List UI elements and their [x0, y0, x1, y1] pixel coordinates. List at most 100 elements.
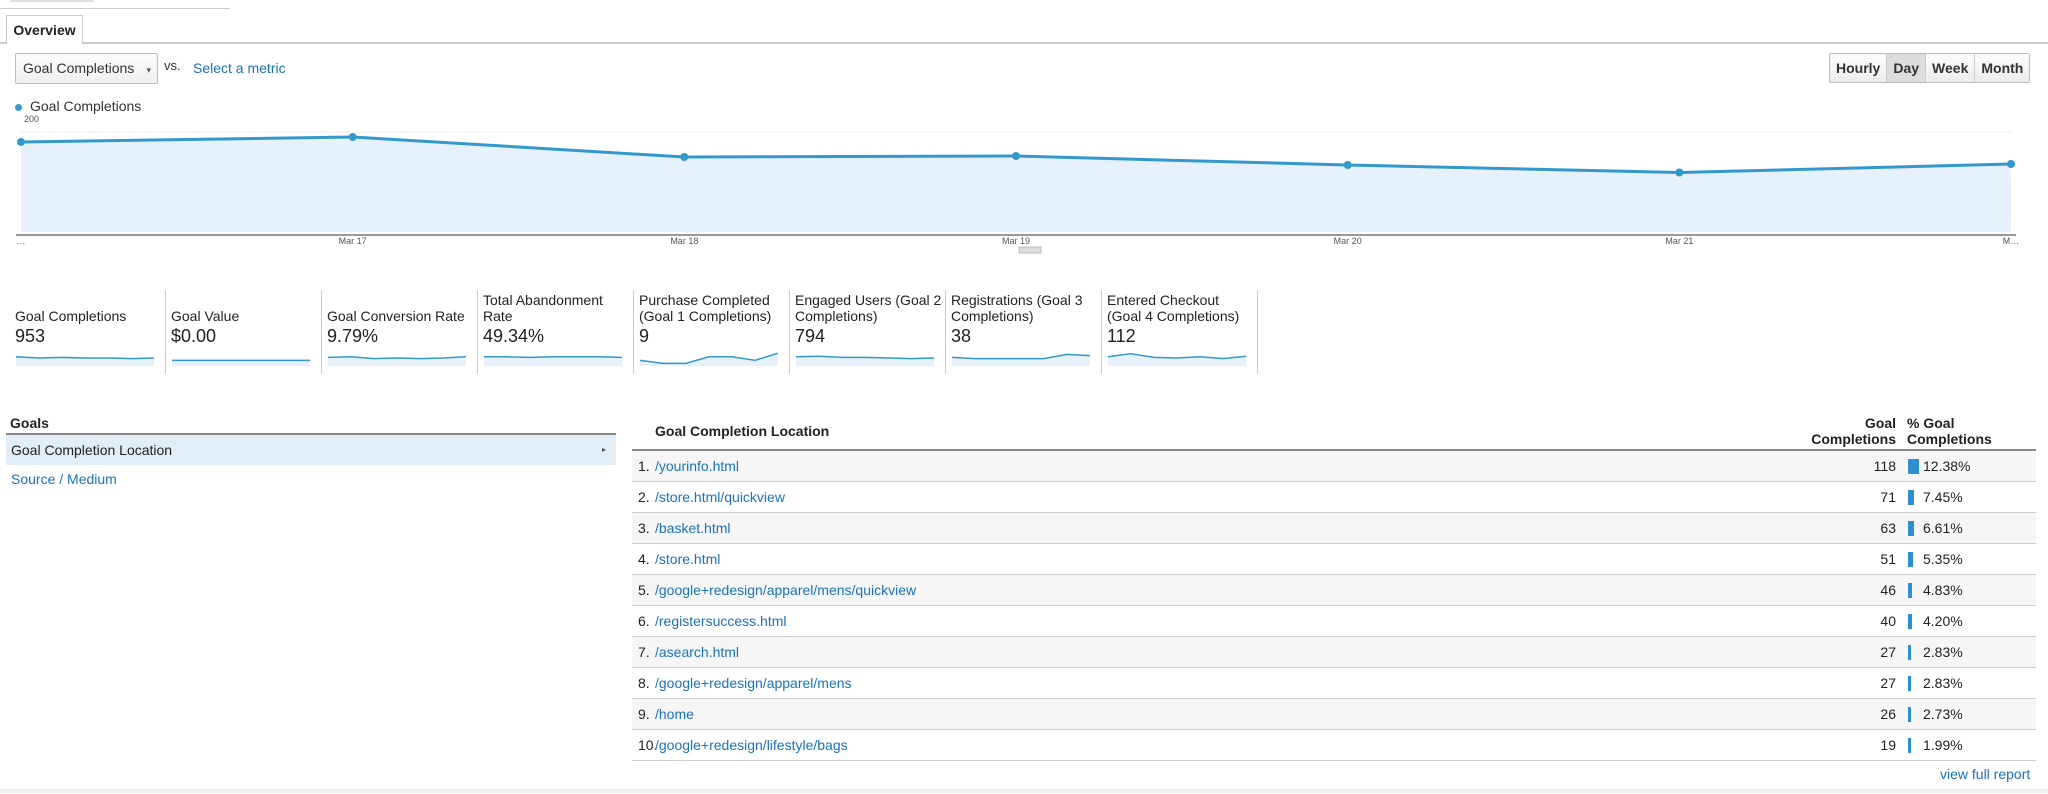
goal-completions-value: 26 [1880, 706, 1896, 722]
percent-value: 4.20% [1923, 613, 1963, 629]
vs-label: vs. [164, 58, 181, 73]
scorecard-value: 112 [1107, 326, 1136, 346]
row-index: 4. [638, 551, 650, 567]
row-index: 7. [638, 644, 650, 660]
legend-dot-icon [15, 104, 22, 111]
row-index: 9. [638, 706, 650, 722]
scorecard-label: Goal Conversion Rate [327, 308, 465, 324]
page-path-link[interactable]: /yourinfo.html [655, 458, 740, 474]
percent-bar [1908, 521, 1914, 536]
goals-item-label: Goal Completion Location [11, 442, 173, 458]
goal-completions-value: 51 [1880, 551, 1896, 567]
month-button[interactable]: Month [1974, 54, 2030, 82]
sparkline [172, 359, 310, 366]
sparkline [951, 353, 1091, 366]
metric-dropdown[interactable]: Goal Completions ▾ [15, 53, 158, 84]
sparkline-area [952, 354, 1090, 366]
sparkline [639, 352, 779, 366]
sparkline-area [172, 360, 310, 366]
percent-bar [1908, 614, 1912, 629]
x-tick-label: Mar 20 [1334, 236, 1362, 246]
page-path-link[interactable]: /basket.html [655, 520, 731, 536]
goal-completions-value: 46 [1880, 582, 1896, 598]
sparkline-area [16, 356, 154, 366]
percent-bar [1908, 552, 1913, 567]
table-row: 1. /yourinfo.html 118 12.38% [632, 451, 2036, 482]
page-path-link[interactable]: /registersuccess.html [655, 613, 787, 629]
sparkline-line [15, 356, 155, 360]
view-full-report-link[interactable]: view full report [1940, 766, 2031, 782]
scorecard-label: Registrations (Goal 3 Completions) [951, 292, 1083, 324]
sparkline-line [1107, 353, 1247, 360]
goal-completions-value: 71 [1880, 489, 1896, 505]
goals-item-source-medium[interactable]: Source / Medium [11, 471, 117, 487]
sparkline-line [484, 356, 623, 359]
table-row: 8. /google+redesign/apparel/mens 27 2.83% [632, 668, 2036, 699]
goal-completions-value: 27 [1880, 644, 1896, 660]
row-index: 6. [638, 613, 650, 629]
scorecard-label: Total Abandonment Rate [483, 292, 603, 324]
sparkline-area [640, 353, 778, 366]
percent-bar [1908, 645, 1911, 660]
granularity-toggle: Hourly Day Week Month [1829, 53, 2031, 83]
page-path-link[interactable]: /google+redesign/apparel/mens [655, 675, 852, 691]
goals-item-completion-location[interactable]: Goal Completion Location ▸ [6, 435, 616, 465]
scorecard[interactable]: Goal Conversion Rate 9.79% [322, 290, 478, 374]
x-tick-label: M… [2003, 236, 2020, 246]
page-path-link[interactable]: /store.html [655, 551, 721, 567]
data-point [1012, 152, 1020, 160]
page-path-link[interactable]: /store.html/quickview [655, 489, 785, 505]
tab-overview[interactable]: Overview [6, 15, 83, 44]
y-tick-label: 200 [24, 114, 39, 124]
legend-label: Goal Completions [30, 98, 142, 114]
percent-value: 1.99% [1923, 737, 1963, 753]
scorecard[interactable]: Total Abandonment Rate 49.34% [478, 290, 634, 374]
table-row: 5. /google+redesign/apparel/mens/quickvie… [632, 575, 2036, 606]
hourly-button[interactable]: Hourly [1830, 54, 1887, 82]
data-point [1675, 168, 1684, 177]
x-tick-label: Mar 21 [1665, 236, 1693, 246]
sparkline-area [1108, 353, 1246, 366]
sparkline-line [639, 352, 779, 365]
sparkline-area [328, 356, 466, 366]
table-row: 9. /home 26 2.73% [632, 699, 2036, 730]
page-path-link[interactable]: /home [655, 706, 694, 722]
day-button[interactable]: Day [1886, 54, 1926, 82]
tab-bar-line [0, 42, 2048, 44]
scorecard[interactable]: Registrations (Goal 3 Completions) 38 [946, 290, 1102, 374]
table-header-divider [632, 449, 2036, 451]
scorecard[interactable]: Entered Checkout (Goal 4 Completions) 112 [1102, 290, 1258, 374]
scorecard[interactable]: Goal Completions 953 [10, 290, 166, 374]
data-point [2007, 160, 2015, 168]
table-title: Goal Completion Location [655, 423, 830, 439]
col-header-pct-goal-completions: % Goal Completions [1907, 415, 1992, 447]
select-metric-link[interactable]: Select a metric [193, 60, 286, 76]
percent-bar [1908, 459, 1919, 474]
scorecard[interactable]: Purchase Completed (Goal 1 Completions) 9 [634, 290, 790, 374]
sparkline [795, 355, 935, 366]
scorecards: Goal Completions 953 Goal Value $0.00 Goal C… [10, 290, 1258, 374]
scorecard-value: 9 [639, 326, 650, 346]
scorecard[interactable]: Engaged Users (Goal 2 Completions) 794 [790, 290, 946, 374]
goal-completions-value: 63 [1880, 520, 1896, 536]
data-point [680, 153, 689, 161]
percent-value: 5.35% [1923, 551, 1963, 567]
scorecard[interactable]: Goal Value $0.00 [166, 290, 322, 374]
table-row: 3. /basket.html 63 6.61% [632, 513, 2036, 544]
percent-bar [1908, 490, 1915, 505]
sparkline [15, 356, 155, 366]
series-area [21, 137, 2011, 232]
week-button[interactable]: Week [1925, 54, 1975, 82]
row-index: 10. [638, 737, 658, 753]
page-path-link[interactable]: /google+redesign/apparel/mens/quickview [655, 582, 917, 598]
chart-resize-handle [1018, 246, 1042, 254]
x-tick-label: Mar 18 [670, 236, 698, 246]
goal-completions-value: 118 [1873, 458, 1896, 474]
page-path-link[interactable]: /google+redesign/lifestyle/bags [655, 737, 848, 753]
scorecard-label: Purchase Completed (Goal 1 Completions) [639, 292, 772, 324]
percent-value: 2.73% [1923, 706, 1963, 722]
percent-value: 6.61% [1923, 520, 1963, 536]
page-path-link[interactable]: /asearch.html [655, 644, 740, 660]
scorecard-value: 794 [795, 326, 826, 346]
goal-completions-value: 40 [1880, 613, 1896, 629]
